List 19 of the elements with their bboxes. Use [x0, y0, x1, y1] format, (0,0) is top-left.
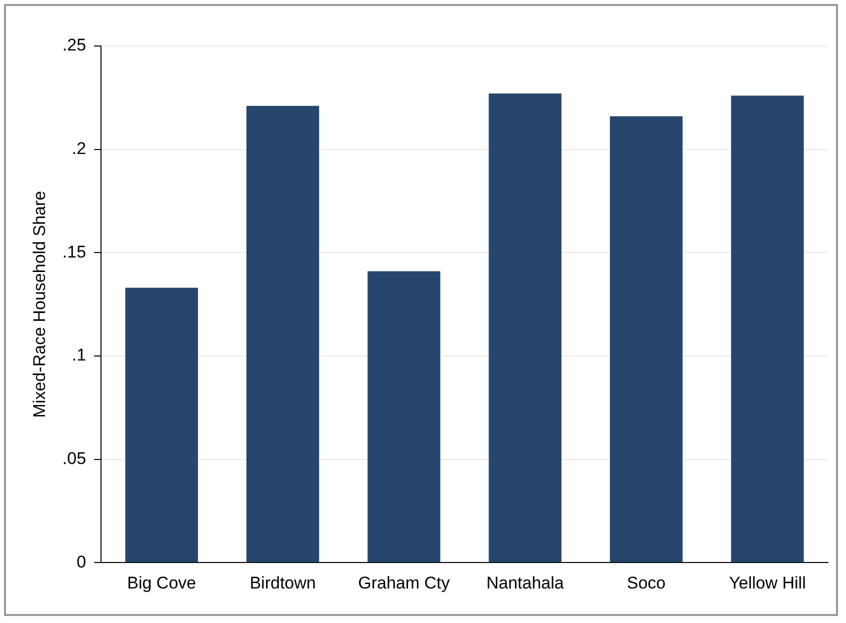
- bar: [246, 106, 320, 562]
- x-tick-label: Soco: [626, 573, 666, 592]
- y-tick-label: 0: [76, 552, 86, 572]
- y-tick-label: .05: [62, 448, 86, 468]
- bar: [488, 94, 562, 562]
- y-tick-label: .1: [72, 346, 86, 365]
- x-tick-label: Nantahala: [486, 573, 564, 592]
- y-axis-title: Mixed-Race Household Share: [30, 190, 49, 418]
- x-tick-label: Graham Cty: [358, 573, 450, 592]
- bar: [125, 288, 198, 562]
- x-tick-label: Big Cove: [127, 573, 196, 592]
- bar: [610, 116, 683, 562]
- x-tick-label: Birdtown: [250, 573, 316, 592]
- bar: [731, 96, 804, 562]
- y-tick-label: .2: [72, 139, 86, 158]
- bar: [368, 271, 440, 562]
- y-tick-label: .15: [62, 242, 86, 262]
- y-tick-label: .25: [62, 36, 86, 55]
- x-tick-label: Yellow Hill: [728, 573, 806, 592]
